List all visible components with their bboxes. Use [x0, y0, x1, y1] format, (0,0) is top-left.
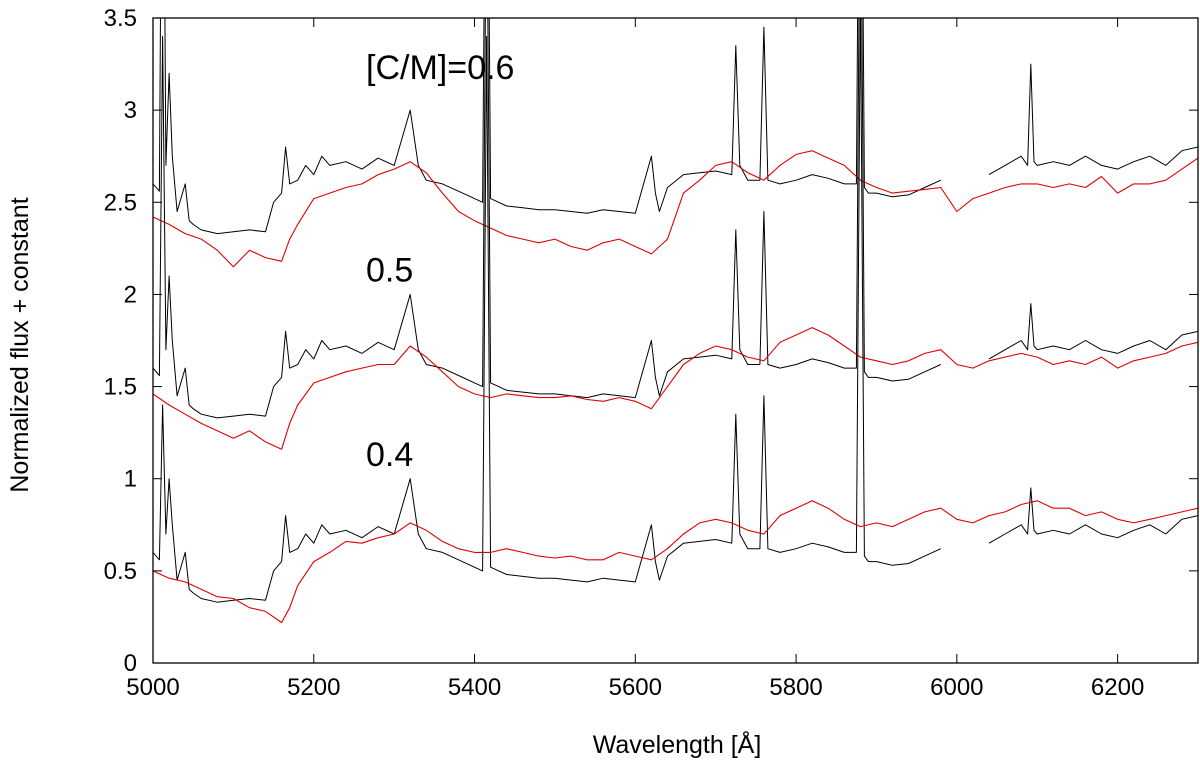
series-line-3 [153, 18, 942, 419]
series-line-0 [153, 18, 942, 235]
series-line-4 [988, 303, 1198, 360]
series-line-8 [153, 500, 1198, 624]
annotation-1: 0.5 [366, 252, 413, 290]
y-tick-label: 3.5 [104, 5, 137, 32]
plot-frame [152, 17, 1199, 664]
y-tick-label: 1.5 [104, 374, 137, 401]
series-line-6 [153, 18, 942, 603]
x-axis-title: Wavelength [Å] [593, 729, 762, 759]
y-tick-label: 2.5 [104, 189, 137, 216]
series-line-7 [988, 487, 1198, 544]
x-tick-label: 5800 [769, 674, 822, 701]
annotation-0: [C/M]=0.6 [366, 49, 514, 87]
y-tick-label: 1 [124, 466, 137, 493]
x-tick-label: 5400 [448, 674, 501, 701]
x-tick-label: 5000 [126, 674, 179, 701]
y-axis-title: Normalized flux + constant [6, 197, 34, 492]
y-tick-label: 0 [124, 650, 137, 677]
series-line-2 [153, 150, 1198, 268]
x-tick-label: 5600 [609, 674, 662, 701]
x-tick-label: 6200 [1091, 674, 1144, 701]
axes-layer: 5000 5200 5400 5600 5800 6000 6200 0 0.5 1 1.5 2 2.5… [104, 5, 1199, 701]
annotation-2: 0.4 [366, 436, 413, 474]
x-tick-label: 5200 [287, 674, 340, 701]
series-layer [153, 18, 1198, 624]
y-tick-label: 0.5 [104, 558, 137, 585]
x-tick-label: 6000 [930, 674, 983, 701]
series-line-5 [153, 327, 1198, 450]
series-line-1 [988, 63, 1198, 176]
y-tick-label: 3 [124, 97, 137, 124]
y-tick-label: 2 [124, 281, 137, 308]
annotation-layer: [C/M]=0.6 0.5 0.4 [366, 49, 514, 474]
